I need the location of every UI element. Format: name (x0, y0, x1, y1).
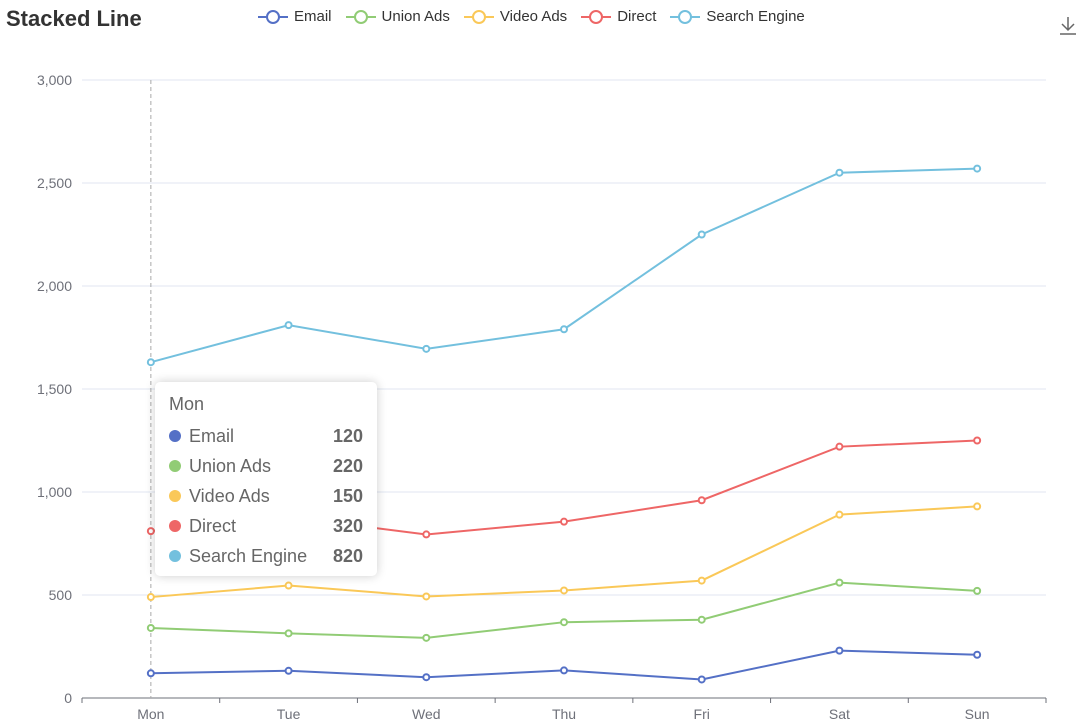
tooltip-series-name: Direct (189, 515, 237, 536)
data-point (973, 502, 982, 511)
data-point (835, 442, 844, 451)
legend-item-video-ads[interactable]: Video Ads (463, 8, 568, 25)
data-point (146, 527, 155, 536)
data-point (835, 510, 844, 519)
legend-item-direct[interactable]: Direct (581, 8, 656, 25)
data-point (560, 666, 568, 675)
data-point (560, 325, 568, 334)
x-tick-label: Thu (552, 706, 576, 722)
tooltip-series-value: 150 (332, 485, 363, 506)
data-point (284, 666, 293, 675)
y-tick-label: 3,000 (37, 72, 72, 88)
tooltip-dot-icon (169, 550, 181, 562)
legend-label: Union Ads (381, 8, 450, 25)
data-point (973, 650, 982, 659)
chart-title: Stacked Line (6, 6, 142, 31)
data-point (697, 576, 706, 585)
data-point (422, 673, 431, 682)
y-tick-label: 500 (49, 587, 73, 603)
tooltip-series-name: Email (189, 425, 235, 446)
legend-item-search-engine[interactable]: Search Engine (670, 8, 805, 25)
data-point (973, 164, 982, 173)
legend-symbol-icon (258, 9, 288, 24)
data-point (835, 168, 844, 177)
x-tick-label: Tue (277, 706, 301, 722)
legend-symbol-icon (670, 9, 701, 24)
y-tick-label: 0 (64, 690, 72, 706)
data-point (284, 629, 293, 638)
x-tick-label: Fri (694, 706, 710, 722)
tooltip-series-name: Video Ads (189, 485, 270, 506)
data-point (422, 344, 431, 353)
series-line (150, 649, 978, 681)
data-point (422, 530, 431, 539)
data-point (835, 646, 844, 655)
tooltip-row: Email 120 (169, 421, 363, 451)
tooltip-dot-icon (169, 490, 181, 502)
tooltip-series-value: 320 (332, 515, 363, 536)
data-point (284, 581, 293, 590)
data-point (835, 578, 844, 587)
data-point (284, 321, 293, 330)
data-point (973, 586, 982, 595)
tooltip-dot-icon (169, 430, 181, 442)
tooltip: Mon Email 120 Union Ads 220 Video Ads 15… (155, 382, 377, 576)
download-icon[interactable] (1059, 15, 1077, 37)
data-point (146, 669, 155, 678)
data-point (146, 593, 155, 602)
legend-label: Search Engine (706, 8, 805, 25)
y-tick-label: 1,500 (37, 381, 72, 397)
tooltip-series-value: 820 (332, 545, 363, 566)
tooltip-row: Direct 320 (169, 511, 363, 541)
tooltip-series-value: 120 (332, 425, 363, 446)
data-point (973, 436, 982, 445)
legend-symbol-icon (345, 9, 376, 24)
tooltip-row: Search Engine 820 (169, 541, 363, 571)
data-point (146, 623, 155, 632)
x-tick-label: Sun (965, 706, 990, 722)
data-point (697, 496, 706, 505)
data-point (697, 675, 706, 684)
y-tick-label: 2,500 (37, 175, 72, 191)
legend-label: Direct (617, 8, 657, 25)
data-point (560, 586, 568, 595)
legend-label: Video Ads (499, 8, 568, 25)
y-tick-label: 1,000 (37, 484, 72, 500)
tooltip-series-value: 220 (332, 455, 363, 476)
y-tick-label: 2,000 (37, 278, 72, 294)
tooltip-row: Union Ads 220 (169, 451, 363, 481)
tooltip-dot-icon (169, 520, 181, 532)
tooltip-row: Video Ads 150 (169, 481, 363, 511)
x-tick-label: Mon (137, 706, 164, 722)
data-point (146, 358, 155, 367)
tooltip-title: Mon (169, 394, 205, 414)
data-point (422, 592, 431, 601)
data-point (422, 633, 431, 642)
legend-symbol-icon (463, 9, 494, 24)
legend-symbol-icon (581, 9, 612, 24)
legend: Email Union Ads Video Ads Direct Search … (258, 8, 805, 25)
tooltip-dot-icon (169, 460, 181, 472)
legend-item-union-ads[interactable]: Union Ads (345, 8, 450, 25)
tooltip-series-name: Search Engine (189, 545, 308, 566)
data-point (697, 615, 706, 624)
data-point (697, 230, 706, 239)
x-tick-label: Sat (829, 706, 850, 722)
x-tick-label: Wed (412, 706, 441, 722)
legend-label: Email (294, 8, 332, 25)
legend-item-email[interactable]: Email (258, 8, 332, 25)
data-point (560, 517, 568, 526)
tooltip-series-name: Union Ads (189, 455, 272, 476)
data-point (560, 618, 568, 627)
